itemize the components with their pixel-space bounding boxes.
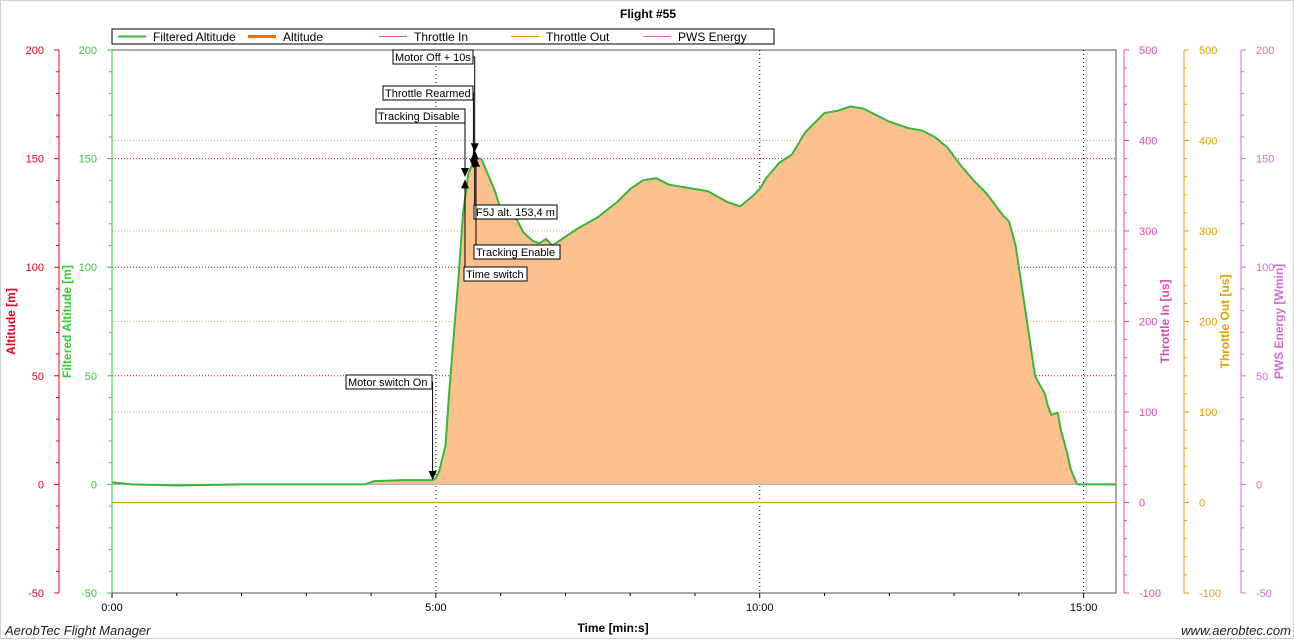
legend-entry: Filtered Altitude — [153, 30, 236, 44]
axis-tick-label-throttle_in: 500 — [1139, 45, 1157, 57]
axis-tick-label-filtered: -50 — [81, 588, 97, 600]
axis-tick-label-altitude: 200 — [26, 45, 44, 57]
annotation-leader — [432, 382, 433, 479]
axis-tick-label-filtered: 50 — [85, 371, 97, 383]
legend-entry: Throttle Out — [546, 30, 610, 44]
axis-tick-label-pws: -50 — [1256, 588, 1272, 600]
axis-tick-label-pws: 0 — [1256, 479, 1262, 491]
annotation-label: Throttle Rearmed — [385, 88, 471, 100]
axis-tick-label-altitude: -50 — [28, 588, 44, 600]
x-axis-label: Time [min:s] — [577, 621, 648, 635]
annotation-label: F5J alt. 153,4 m — [476, 207, 555, 219]
footer-right-url: www.aerobtec.com — [1181, 623, 1291, 638]
axis-tick-label-pws: 50 — [1256, 371, 1268, 383]
axis-label-altitude: Altitude [m] — [4, 288, 18, 355]
axis-tick-label-throttle_out: 500 — [1199, 45, 1217, 57]
series-area-altitude — [112, 107, 1116, 486]
axis-tick-label-altitude: 100 — [26, 262, 44, 274]
annotation-marker — [471, 150, 479, 159]
axis-tick-label-throttle_out: 0 — [1199, 498, 1205, 510]
chart-title: Flight #55 — [620, 7, 676, 21]
footer-left-brand: AerobTec Flight Manager — [4, 623, 151, 638]
axis-tick-label-throttle_in: 100 — [1139, 407, 1157, 419]
axis-tick-label-filtered: 150 — [79, 154, 97, 166]
annotation-label: Time switch — [466, 269, 524, 281]
axis-label-pws: PWS Energy [Wmin] — [1272, 264, 1286, 379]
axis-tick-label-throttle_out: -100 — [1199, 588, 1221, 600]
annotation-label: Tracking Enable — [476, 247, 555, 259]
annotation-label: Motor Off + 10s — [395, 52, 471, 64]
axis-tick-label-pws: 150 — [1256, 154, 1274, 166]
axis-tick-label-throttle_in: 300 — [1139, 226, 1157, 238]
x-tick-label: 15:00 — [1070, 602, 1098, 614]
legend-entry: Throttle In — [414, 30, 468, 44]
annotation-label: Tracking Disable — [378, 111, 460, 123]
axis-tick-label-altitude: 50 — [32, 371, 44, 383]
x-tick-label: 5:00 — [425, 602, 446, 614]
axis-tick-label-throttle_out: 200 — [1199, 317, 1217, 329]
axis-tick-label-throttle_out: 400 — [1199, 136, 1217, 148]
axis-label-throttle_in: Throttle In [us] — [1158, 280, 1172, 364]
axis-tick-label-pws: 200 — [1256, 45, 1274, 57]
annotation-label: Motor switch On — [348, 377, 427, 389]
axis-label-filtered: Filtered Altitude [m] — [60, 265, 74, 378]
x-tick-label: 10:00 — [746, 602, 774, 614]
axis-tick-label-throttle_in: 400 — [1139, 136, 1157, 148]
axis-tick-label-throttle_in: -100 — [1139, 588, 1161, 600]
legend-entry: PWS Energy — [678, 30, 747, 44]
axis-tick-label-filtered: 200 — [79, 45, 97, 57]
axis-tick-label-altitude: 150 — [26, 154, 44, 166]
axis-tick-label-throttle_in: 200 — [1139, 317, 1157, 329]
axis-tick-label-filtered: 0 — [91, 479, 97, 491]
axis-tick-label-altitude: 0 — [38, 479, 44, 491]
axis-tick-label-throttle_out: 100 — [1199, 407, 1217, 419]
axis-tick-label-throttle_in: 0 — [1139, 498, 1145, 510]
axis-tick-label-filtered: 100 — [79, 262, 97, 274]
x-tick-label: 0:00 — [101, 602, 122, 614]
axis-tick-label-throttle_out: 300 — [1199, 226, 1217, 238]
axis-label-throttle_out: Throttle Out [us] — [1218, 275, 1232, 369]
legend-entry: Altitude — [283, 30, 323, 44]
